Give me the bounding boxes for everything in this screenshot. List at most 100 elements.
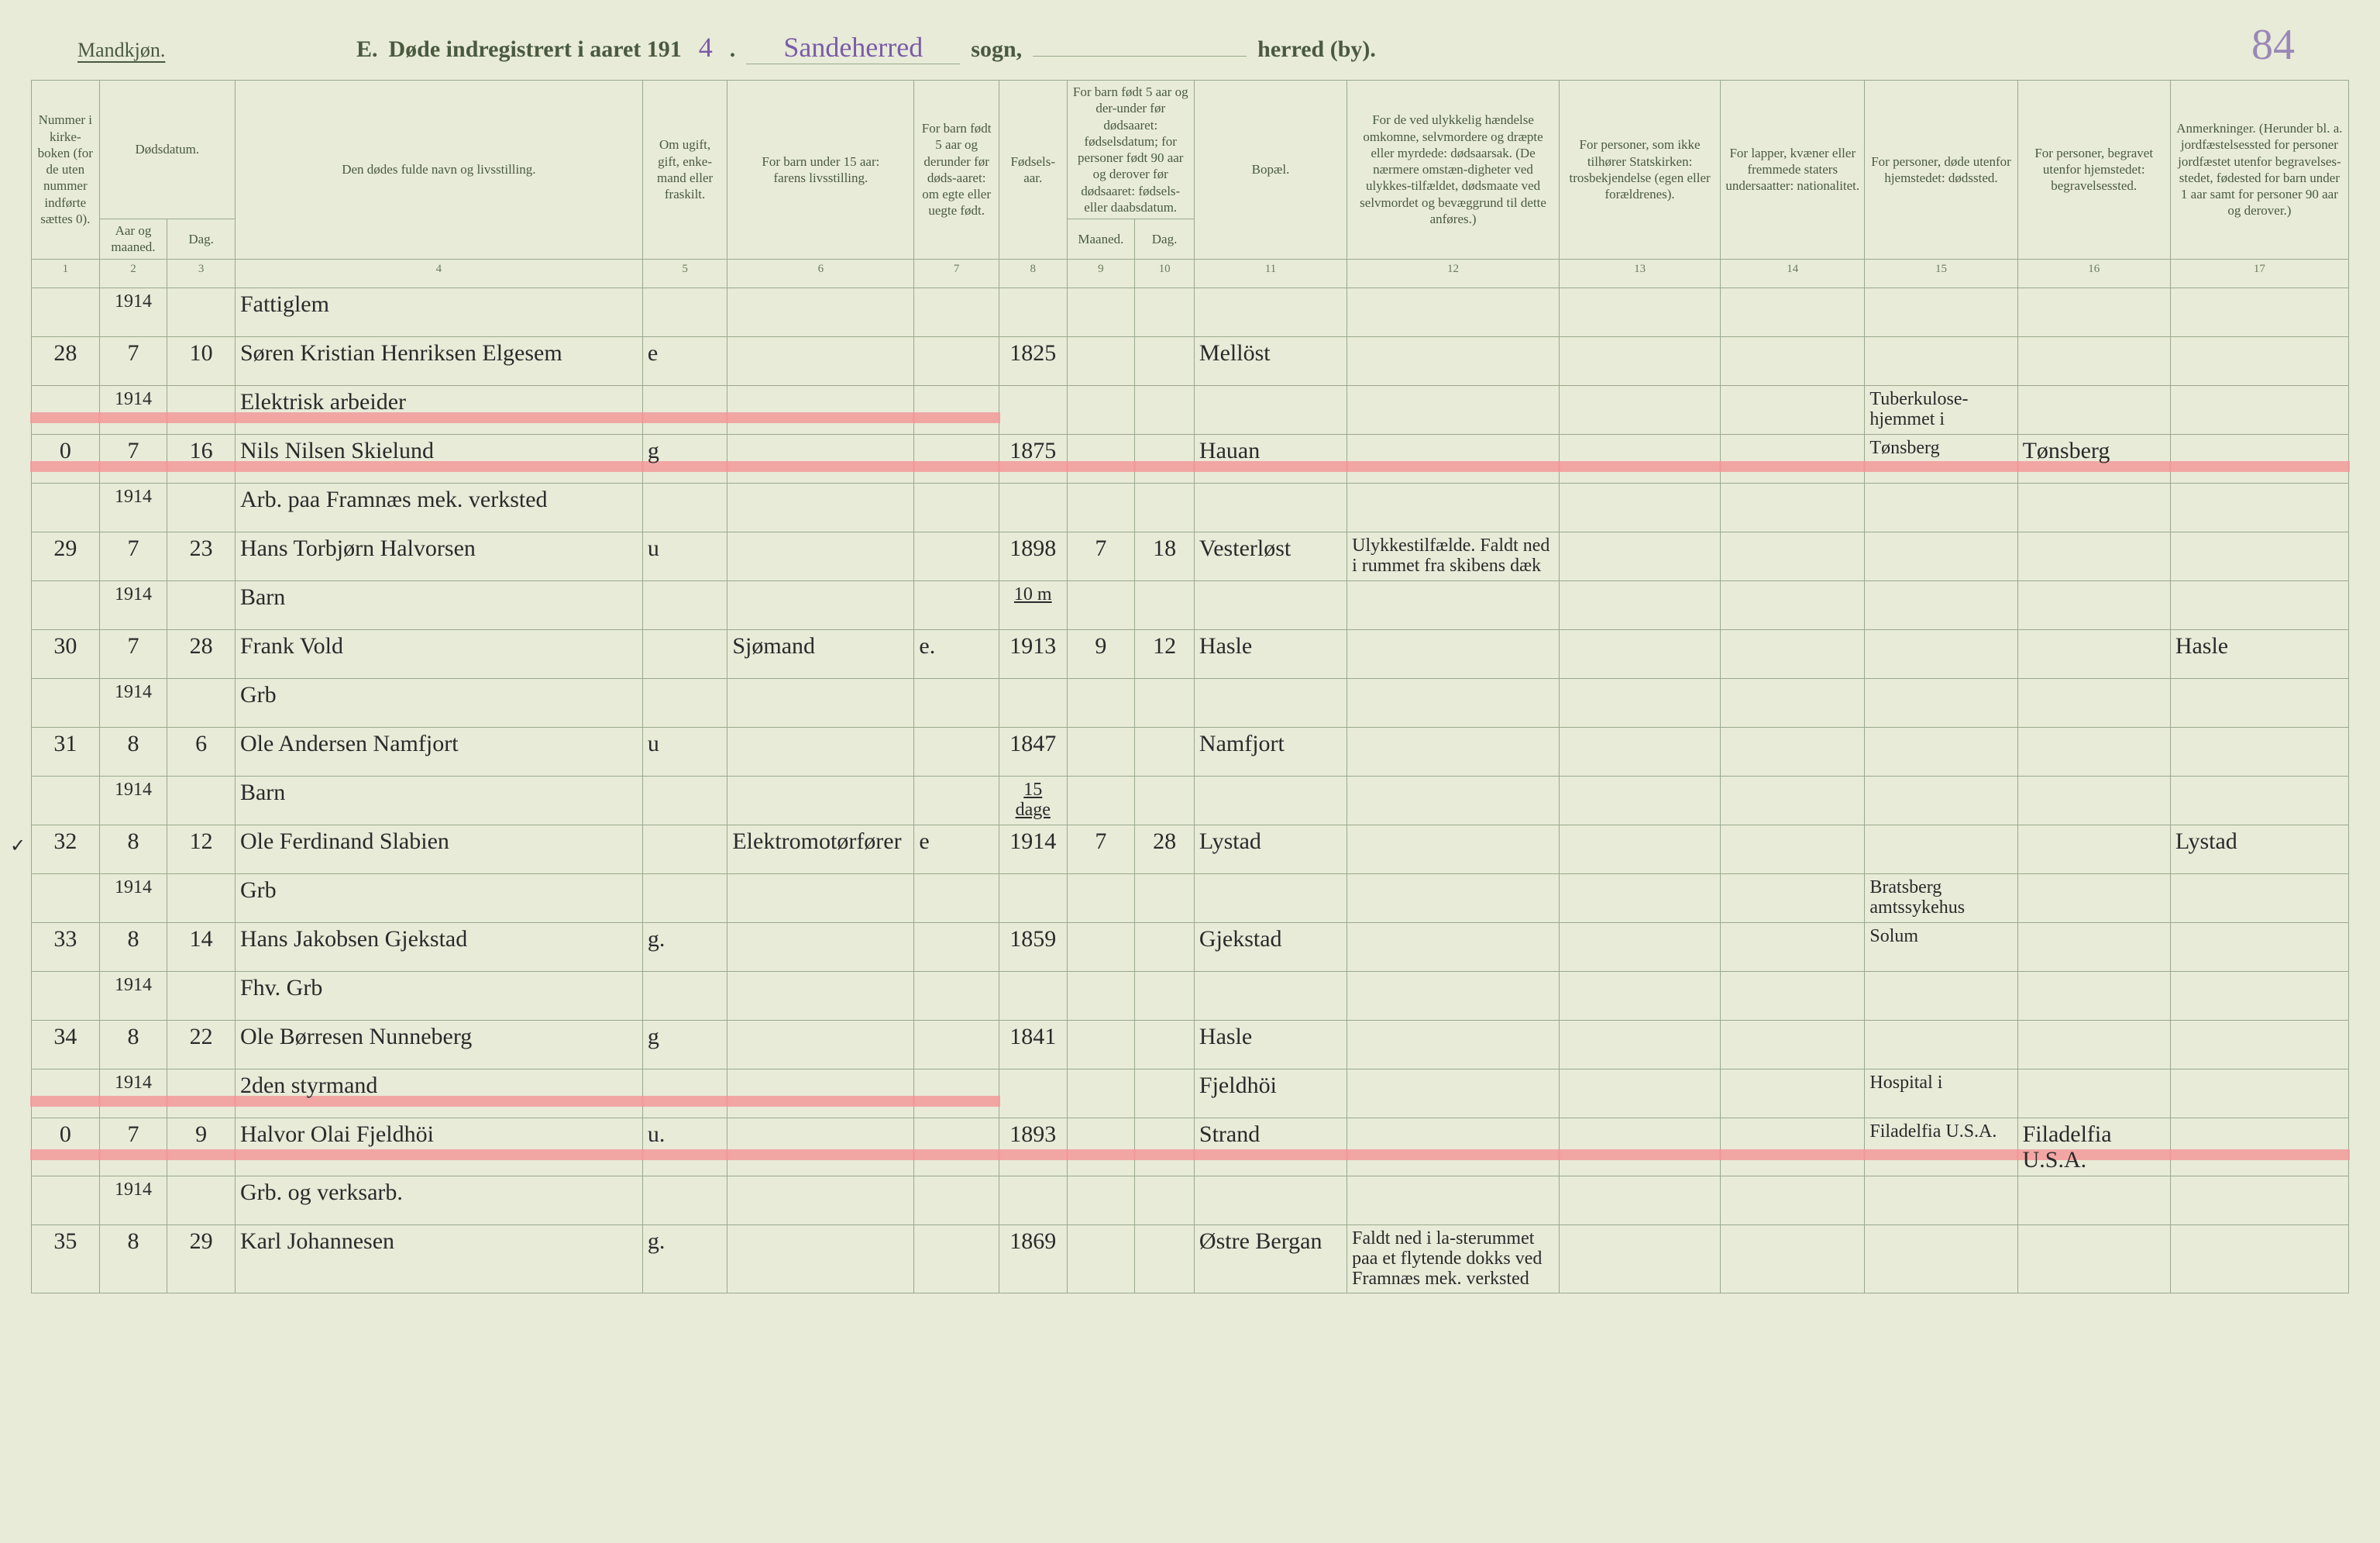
cell: 10 (167, 336, 236, 385)
cell: Grb. og verksarb. (235, 1176, 642, 1224)
cell (2170, 776, 2348, 825)
cell (1135, 336, 1195, 385)
herred-label: herred (by). (1257, 36, 1376, 63)
cell (1560, 825, 1721, 873)
cell: 1847 (999, 727, 1067, 776)
table-row: 30728Frank VoldSjømande.1913912HasleHasl… (32, 629, 2349, 678)
table-row-occupation: 1914Elektrisk arbeiderTuberkulose-hjemme… (32, 385, 2349, 434)
cell (1067, 971, 1135, 1020)
col-header: Dag. (1135, 219, 1195, 260)
cell (1347, 580, 1560, 629)
cell (1721, 776, 1865, 825)
cell: Sjømand (727, 629, 914, 678)
cell (2170, 1069, 2348, 1118)
col-header: Den dødes fulde navn og livsstilling. (235, 81, 642, 260)
cell: 14 (167, 922, 236, 971)
cell (1067, 288, 1135, 336)
cell (2170, 678, 2348, 727)
cell (1865, 483, 2017, 532)
cell (32, 1176, 100, 1224)
cell: 7 (99, 629, 167, 678)
cell (1194, 580, 1346, 629)
cell (2170, 434, 2348, 483)
cell (1347, 1176, 1560, 1224)
cell (1067, 580, 1135, 629)
cell (167, 776, 236, 825)
table-row: 28710Søren Kristian Henriksen Elgeseme18… (32, 336, 2349, 385)
table-row: 32812Ole Ferdinand SlabienElektromotørfø… (32, 825, 2349, 873)
cell: Ulykkestilfælde. Faldt ned i rummet fra … (1347, 532, 1560, 580)
cell (914, 288, 999, 336)
cell (999, 1176, 1067, 1224)
cell: Østre Bergan (1194, 1224, 1346, 1293)
colnum: 2 (99, 259, 167, 288)
cell: Hans Jakobsen Gjekstad (235, 922, 642, 971)
cell (727, 1020, 914, 1069)
cell: 16 (167, 434, 236, 483)
cell (2017, 336, 2170, 385)
cell (727, 385, 914, 434)
cell (1347, 1069, 1560, 1118)
cell: 1869 (999, 1224, 1067, 1293)
colnum: 16 (2017, 259, 2170, 288)
cell (914, 1176, 999, 1224)
cell (167, 288, 236, 336)
cell: 1914 (99, 483, 167, 532)
cell (1721, 336, 1865, 385)
cell (727, 1224, 914, 1293)
col-header: For lapper, kvæner eller fremmede stater… (1721, 81, 1865, 260)
cell (1347, 873, 1560, 922)
cell: 35 (32, 1224, 100, 1293)
cell (914, 580, 999, 629)
cell (727, 336, 914, 385)
col-header: Bopæl. (1194, 81, 1346, 260)
column-number-row: 1 2 3 4 5 6 7 8 9 10 11 12 13 14 15 16 1… (32, 259, 2349, 288)
cell (1194, 288, 1346, 336)
cell (1721, 727, 1865, 776)
cell (32, 385, 100, 434)
cell: g (642, 434, 727, 483)
cell (1721, 678, 1865, 727)
cell (2170, 385, 2348, 434)
cell (1560, 580, 1721, 629)
col-header: Nummer i kirke-boken (for de uten nummer… (32, 81, 100, 260)
cell (1135, 288, 1195, 336)
cell: 7 (99, 434, 167, 483)
colnum: 12 (1347, 259, 1560, 288)
table-row-occupation: 1914Fhv. Grb (32, 971, 2349, 1020)
cell (1347, 1118, 1560, 1176)
cell: 10 m (999, 580, 1067, 629)
cell (167, 678, 236, 727)
cell (32, 1069, 100, 1118)
cell: Hans Torbjørn Halvorsen (235, 532, 642, 580)
cell: Solum (1865, 922, 2017, 971)
cell (1721, 1176, 1865, 1224)
cell: Hasle (2170, 629, 2348, 678)
table-row: 0716Nils Nilsen Skielundg1875HauanTønsbe… (32, 434, 2349, 483)
cell (32, 483, 100, 532)
cell: Ole Børresen Nunneberg (235, 1020, 642, 1069)
cell (1721, 922, 1865, 971)
cell: Bratsberg amtssykehus (1865, 873, 2017, 922)
cell (999, 1069, 1067, 1118)
cell: 6 (167, 727, 236, 776)
cell: 31 (32, 727, 100, 776)
cell (1865, 532, 2017, 580)
cell (2170, 483, 2348, 532)
cell: 1914 (99, 873, 167, 922)
cell: 22 (167, 1020, 236, 1069)
cell (2017, 727, 2170, 776)
colnum: 3 (167, 259, 236, 288)
table-row-occupation: 1914Barn15 dage (32, 776, 2349, 825)
cell (1347, 1020, 1560, 1069)
sogn-label: sogn, (971, 36, 1022, 63)
cell (727, 776, 914, 825)
cell (1347, 922, 1560, 971)
cell (2170, 1224, 2348, 1293)
cell: Faldt ned i la-sterummet paa et flytende… (1347, 1224, 1560, 1293)
cell (2017, 776, 2170, 825)
cell (1721, 971, 1865, 1020)
cell: Fhv. Grb (235, 971, 642, 1020)
cell (1135, 727, 1195, 776)
cell (1560, 1224, 1721, 1293)
